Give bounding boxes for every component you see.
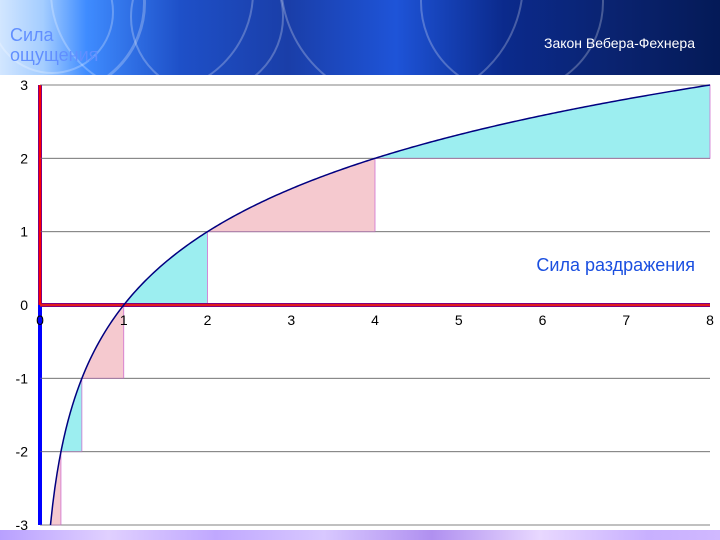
svg-text:0: 0 bbox=[36, 312, 44, 328]
y-axis-label: Силаощущения bbox=[10, 25, 98, 65]
header-banner: Закон Вебера-Фехнера bbox=[0, 0, 720, 75]
svg-text:5: 5 bbox=[455, 312, 463, 328]
weber-fechner-chart: -3 -2 -1 0 1 2 3 0 1 2 3 4 5 6 7 8 bbox=[0, 75, 720, 530]
svg-text:2: 2 bbox=[204, 312, 212, 328]
svg-text:6: 6 bbox=[539, 312, 547, 328]
chart-title: Закон Вебера-Фехнера bbox=[544, 35, 695, 51]
svg-text:3: 3 bbox=[20, 77, 28, 93]
svg-text:-2: -2 bbox=[16, 444, 29, 460]
svg-text:4: 4 bbox=[371, 312, 379, 328]
footer-strip bbox=[0, 530, 720, 540]
svg-text:0: 0 bbox=[20, 297, 28, 313]
svg-text:1: 1 bbox=[120, 312, 128, 328]
svg-text:7: 7 bbox=[622, 312, 630, 328]
svg-text:-3: -3 bbox=[16, 517, 29, 530]
svg-text:8: 8 bbox=[706, 312, 714, 328]
svg-text:2: 2 bbox=[20, 150, 28, 166]
svg-text:3: 3 bbox=[287, 312, 295, 328]
svg-text:-1: -1 bbox=[16, 370, 29, 386]
svg-text:1: 1 bbox=[20, 224, 28, 240]
